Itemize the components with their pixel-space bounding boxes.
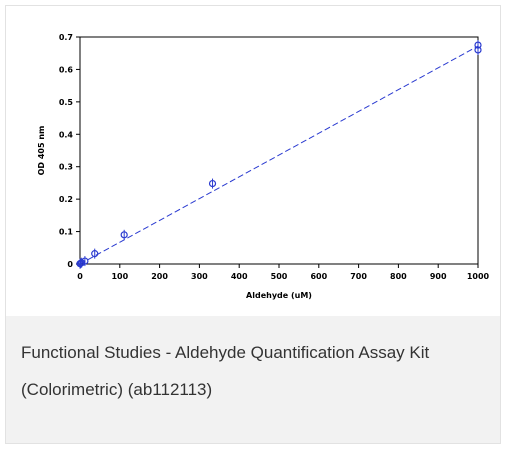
data-point — [120, 231, 128, 239]
y-tick-label: 0.7 — [59, 33, 73, 42]
x-tick-label: 200 — [151, 272, 168, 281]
x-axis-label: Aldehyde (uM) — [246, 291, 312, 300]
y-tick-label: 0.1 — [59, 228, 74, 237]
y-tick-label: 0 — [67, 260, 73, 269]
fit-line — [79, 45, 479, 265]
x-tick-label: 600 — [310, 272, 327, 281]
x-tick-label: 1000 — [467, 272, 490, 281]
y-tick-label: 0.3 — [59, 163, 73, 172]
y-axis-label: OD 405 nm — [37, 126, 46, 176]
data-point — [81, 257, 89, 265]
figure-image: 0 100 200 300 400 500 600 700 800 900 1000 0 0.1 0.2 0… — [6, 6, 500, 316]
y-tick-label: 0.4 — [59, 130, 74, 139]
x-tick-label: 700 — [350, 272, 367, 281]
figure-caption: Functional Studies - Aldehyde Quantifica… — [21, 343, 430, 399]
data-point — [91, 250, 99, 258]
plot-frame — [79, 36, 479, 265]
figure-card: 0 100 200 300 400 500 600 700 800 900 1000 0 0.1 0.2 0… — [5, 5, 501, 444]
x-tick-label: 500 — [271, 272, 288, 281]
y-tick-label: 0.2 — [59, 195, 73, 204]
y-tick-label: 0.5 — [59, 98, 74, 107]
y-tick-label: 0.6 — [59, 65, 74, 74]
x-tick-label: 100 — [111, 272, 128, 281]
x-tick-label: 300 — [191, 272, 208, 281]
x-tick-label: 0 — [77, 272, 83, 281]
calibration-chart: 0 100 200 300 400 500 600 700 800 900 1000 0 0.1 0.2 0… — [37, 33, 490, 300]
x-tick-label: 900 — [430, 272, 447, 281]
data-point — [208, 179, 217, 188]
x-tick-label: 400 — [231, 272, 248, 281]
x-tick-label: 800 — [390, 272, 407, 281]
data-point — [474, 46, 482, 54]
